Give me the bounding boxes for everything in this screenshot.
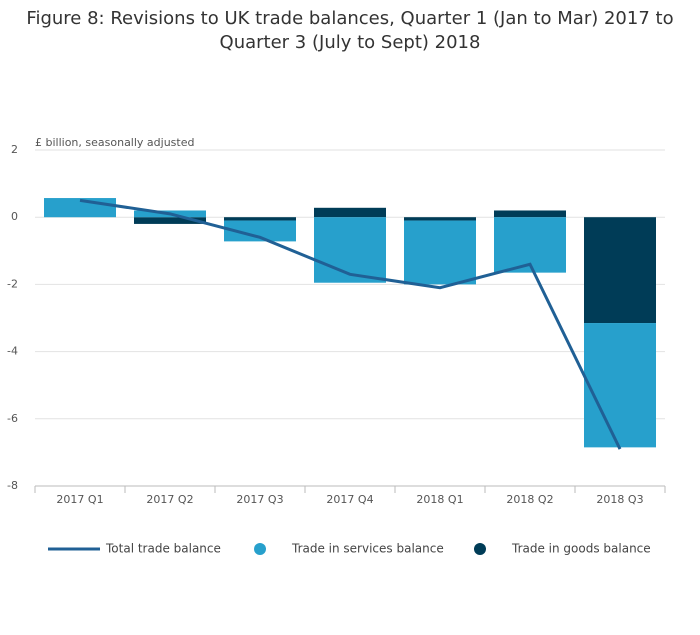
x-tick-label: 2017 Q4 [326,493,373,506]
legend-label: Trade in goods balance [511,542,651,556]
y-tick-label: 2 [11,143,18,156]
x-tick-label: 2018 Q2 [506,493,553,506]
x-tick-label: 2017 Q2 [146,493,193,506]
legend-symbol [474,543,486,555]
legend-label: Trade in services balance [291,542,444,556]
x-tick-label: 2018 Q3 [596,493,643,506]
bar [404,220,476,285]
bar [224,220,296,242]
bar [134,217,206,224]
bar [494,210,566,218]
chart-title: Figure 8: Revisions to UK trade balances… [26,8,674,53]
x-tick-label: 2017 Q3 [236,493,283,506]
bar [404,217,476,221]
y-tick-label: -4 [7,345,18,358]
y-axis-label: £ billion, seasonally adjusted [35,136,194,149]
line [79,198,622,450]
y-tick-label: -2 [7,277,18,290]
bar [224,217,296,221]
bar [584,323,656,448]
legend-symbol [254,543,266,555]
y-tick-label: -8 [7,479,18,492]
bar [314,207,386,218]
legend-label: Total trade balance [105,542,221,556]
bar [314,217,386,283]
y-tick-label: -6 [7,412,18,425]
bar [584,217,656,324]
y-tick-label: 0 [11,210,18,223]
x-tick-label: 2017 Q1 [56,493,103,506]
x-tick-label: 2018 Q1 [416,493,463,506]
